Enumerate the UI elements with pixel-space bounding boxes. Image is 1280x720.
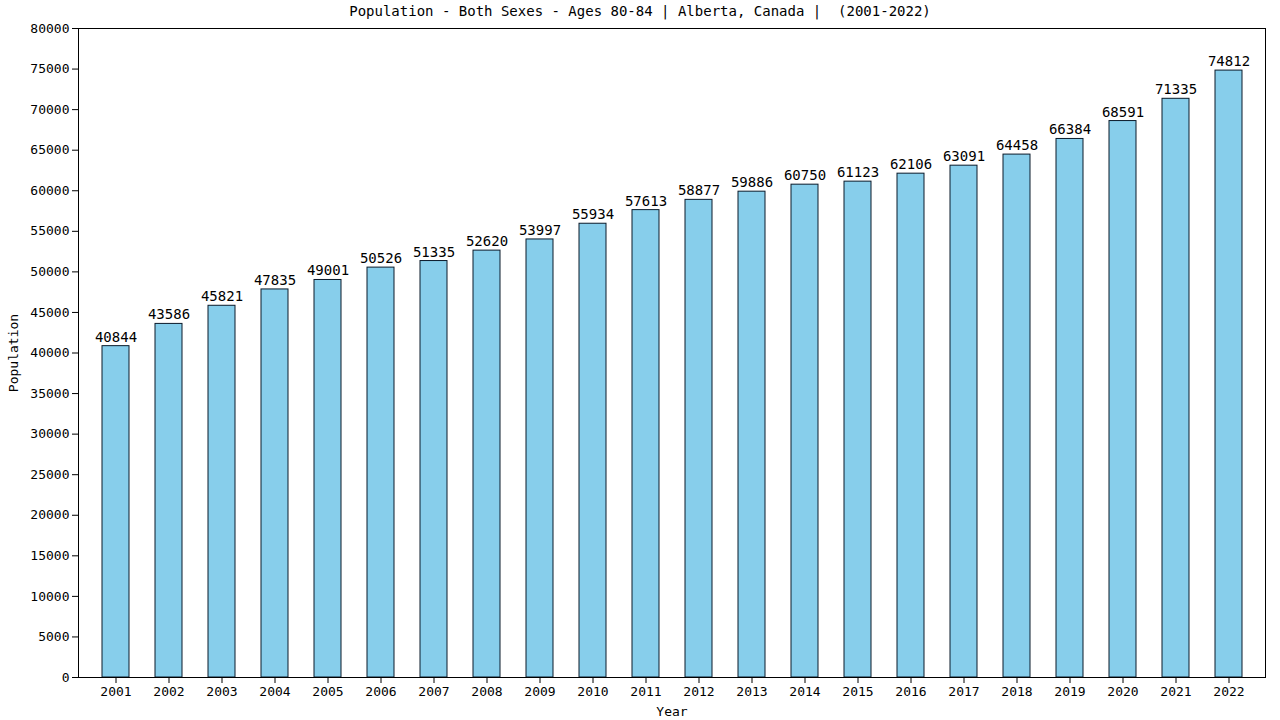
svg-text:64458: 64458	[996, 137, 1038, 153]
svg-text:55000: 55000	[30, 223, 69, 238]
svg-text:2004: 2004	[259, 684, 290, 699]
svg-text:57613: 57613	[625, 193, 667, 209]
svg-text:2021: 2021	[1160, 684, 1191, 699]
svg-text:2014: 2014	[789, 684, 820, 699]
svg-text:2015: 2015	[842, 684, 873, 699]
svg-text:65000: 65000	[30, 142, 69, 157]
svg-text:47835: 47835	[254, 272, 296, 288]
svg-text:66384: 66384	[1049, 121, 1091, 137]
svg-text:2016: 2016	[895, 684, 926, 699]
svg-text:60000: 60000	[30, 183, 69, 198]
svg-text:52620: 52620	[466, 233, 508, 249]
svg-text:2001: 2001	[100, 684, 131, 699]
svg-text:61123: 61123	[837, 164, 879, 180]
svg-text:2007: 2007	[418, 684, 449, 699]
svg-text:30000: 30000	[30, 426, 69, 441]
svg-text:35000: 35000	[30, 386, 69, 401]
svg-text:45821: 45821	[201, 288, 243, 304]
svg-text:62106: 62106	[890, 156, 932, 172]
svg-text:2008: 2008	[471, 684, 502, 699]
svg-text:80000: 80000	[30, 21, 69, 36]
svg-text:75000: 75000	[30, 61, 69, 76]
svg-text:15000: 15000	[30, 548, 69, 563]
svg-text:Population: Population	[6, 314, 21, 392]
svg-text:40000: 40000	[30, 345, 69, 360]
svg-text:55934: 55934	[572, 206, 614, 222]
svg-text:2012: 2012	[683, 684, 714, 699]
html-text:Population - Both Sexes - Ages: Population - Both Sexes - Ages 80-84 | A…	[349, 3, 931, 19]
svg-text:70000: 70000	[30, 102, 69, 117]
svg-text:20000: 20000	[30, 507, 69, 522]
svg-text:63091: 63091	[943, 148, 985, 164]
svg-text:10000: 10000	[30, 589, 69, 604]
svg-text:53997: 53997	[519, 222, 561, 238]
svg-text:50526: 50526	[360, 250, 402, 266]
svg-text:2002: 2002	[153, 684, 184, 699]
svg-text:40844: 40844	[95, 329, 137, 345]
svg-text:71335: 71335	[1155, 81, 1197, 97]
svg-text:2003: 2003	[206, 684, 237, 699]
svg-text:60750: 60750	[784, 167, 826, 183]
svg-text:68591: 68591	[1102, 104, 1144, 120]
svg-text:2022: 2022	[1213, 684, 1244, 699]
svg-text:25000: 25000	[30, 467, 69, 482]
svg-text:58877: 58877	[678, 182, 720, 198]
svg-text:2017: 2017	[948, 684, 979, 699]
svg-text:2013: 2013	[736, 684, 767, 699]
svg-text:0: 0	[62, 670, 70, 685]
svg-text:2020: 2020	[1107, 684, 1138, 699]
svg-text:Year: Year	[656, 704, 687, 719]
svg-text:2011: 2011	[630, 684, 661, 699]
svg-text:74812: 74812	[1208, 53, 1250, 69]
svg-text:43586: 43586	[148, 306, 190, 322]
svg-text:45000: 45000	[30, 305, 69, 320]
svg-text:51335: 51335	[413, 244, 455, 260]
svg-text:2006: 2006	[365, 684, 396, 699]
svg-text:50000: 50000	[30, 264, 69, 279]
svg-text:2018: 2018	[1001, 684, 1032, 699]
svg-text:2009: 2009	[524, 684, 555, 699]
svg-text:2005: 2005	[312, 684, 343, 699]
svg-text:49001: 49001	[307, 262, 349, 278]
svg-text:59886: 59886	[731, 174, 773, 190]
svg-text:5000: 5000	[38, 629, 69, 644]
svg-text:2010: 2010	[577, 684, 608, 699]
svg-text:2019: 2019	[1054, 684, 1085, 699]
